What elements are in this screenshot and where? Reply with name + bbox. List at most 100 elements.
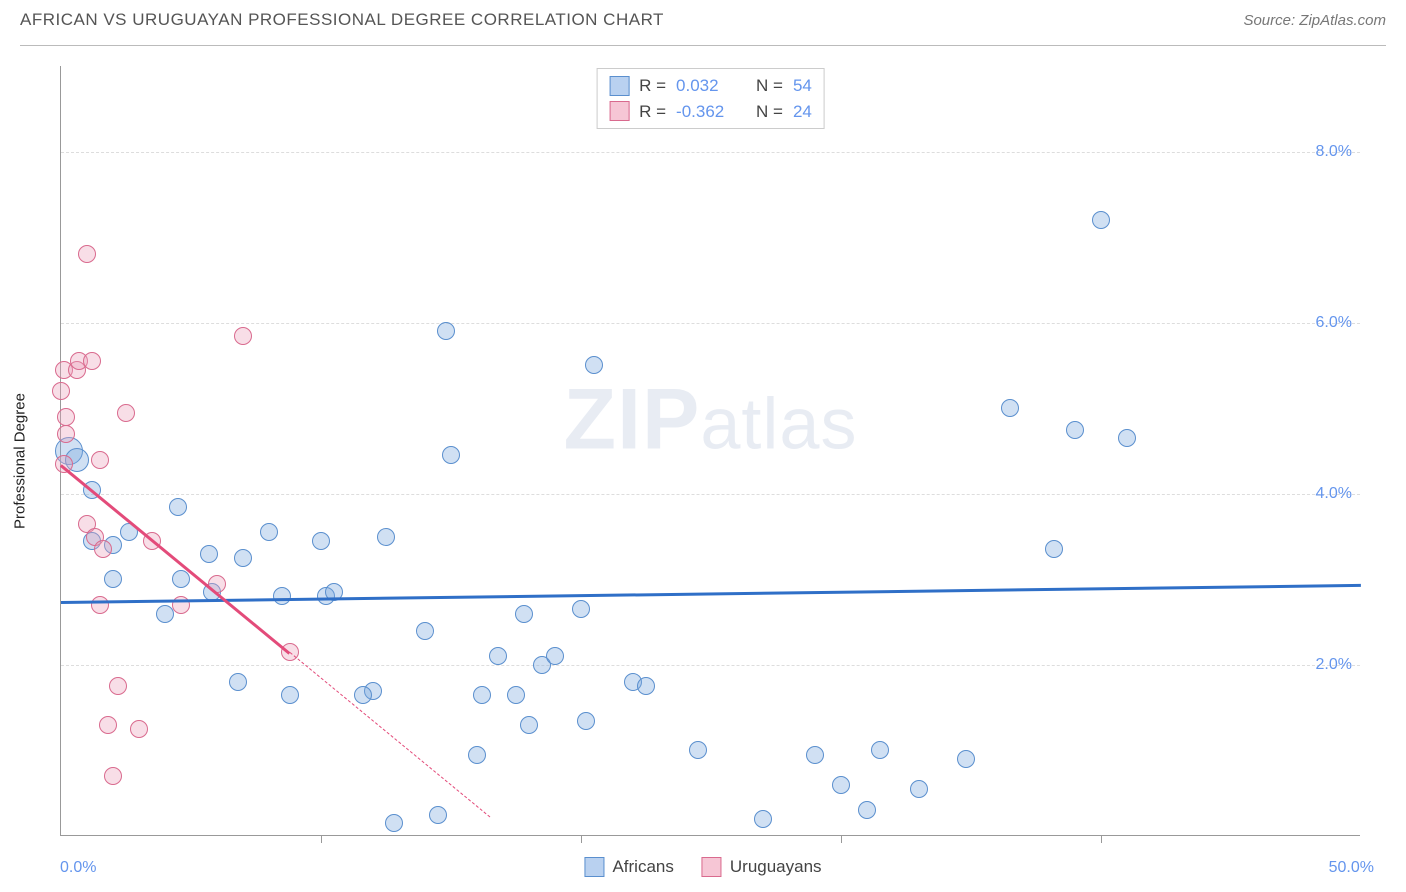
n-label: N = <box>756 73 783 99</box>
data-point <box>754 810 772 828</box>
data-point <box>1092 211 1110 229</box>
data-point <box>858 801 876 819</box>
data-point <box>689 741 707 759</box>
legend-item: Uruguayans <box>702 857 822 877</box>
n-value: 54 <box>793 73 812 99</box>
x-tick <box>321 835 322 843</box>
data-point <box>354 686 372 704</box>
legend-label: Uruguayans <box>730 857 822 877</box>
trend-line <box>61 584 1361 604</box>
data-point <box>52 382 70 400</box>
data-point <box>416 622 434 640</box>
n-label: N = <box>756 99 783 125</box>
trend-line <box>60 464 290 654</box>
data-point <box>109 677 127 695</box>
data-point <box>1045 540 1063 558</box>
gridline-vertical <box>1101 66 1102 835</box>
gridline-vertical <box>321 66 322 835</box>
data-point <box>577 712 595 730</box>
trend-line-extrapolated <box>289 652 490 817</box>
watermark: ZIPatlas <box>564 370 858 469</box>
data-point <box>104 767 122 785</box>
legend-series: Africans Uruguayans <box>584 857 821 877</box>
r-label: R = <box>639 73 666 99</box>
gridline-vertical <box>841 66 842 835</box>
data-point <box>572 600 590 618</box>
data-point <box>832 776 850 794</box>
data-point <box>637 677 655 695</box>
y-tick-label: 8.0% <box>1316 143 1352 161</box>
data-point <box>910 780 928 798</box>
data-point <box>94 540 112 558</box>
data-point <box>489 647 507 665</box>
x-tick <box>841 835 842 843</box>
data-point <box>234 327 252 345</box>
data-point <box>437 322 455 340</box>
data-point <box>1118 429 1136 447</box>
data-point <box>260 523 278 541</box>
data-point <box>473 686 491 704</box>
data-point <box>104 570 122 588</box>
data-point <box>806 746 824 764</box>
n-value: 24 <box>793 99 812 125</box>
data-point <box>273 587 291 605</box>
x-tick <box>581 835 582 843</box>
data-point <box>281 686 299 704</box>
r-label: R = <box>639 99 666 125</box>
x-axis-max-label: 50.0% <box>1329 859 1374 877</box>
data-point <box>546 647 564 665</box>
data-point <box>429 806 447 824</box>
legend-label: Africans <box>612 857 673 877</box>
data-point <box>385 814 403 832</box>
data-point <box>1001 399 1019 417</box>
data-point <box>91 596 109 614</box>
data-point <box>468 746 486 764</box>
data-point <box>871 741 889 759</box>
legend-row: R = -0.362 N = 24 <box>609 99 812 125</box>
data-point <box>442 446 460 464</box>
legend-swatch-icon <box>609 76 629 96</box>
data-point <box>169 498 187 516</box>
legend-correlation: R = 0.032 N = 54 R = -0.362 N = 24 <box>596 68 825 129</box>
data-point <box>1066 421 1084 439</box>
data-point <box>515 605 533 623</box>
data-point <box>200 545 218 563</box>
r-value: -0.362 <box>676 99 746 125</box>
y-tick-label: 4.0% <box>1316 485 1352 503</box>
y-axis-title: Professional Degree <box>12 393 29 529</box>
y-tick-label: 2.0% <box>1316 656 1352 674</box>
data-point <box>312 532 330 550</box>
data-point <box>234 549 252 567</box>
data-point <box>91 451 109 469</box>
data-point <box>377 528 395 546</box>
chart-title: AFRICAN VS URUGUAYAN PROFESSIONAL DEGREE… <box>20 10 664 30</box>
chart-container: Professional Degree ZIPatlas R =0.032N =… <box>20 45 1386 875</box>
data-point <box>520 716 538 734</box>
data-point <box>130 720 148 738</box>
data-point <box>229 673 247 691</box>
legend-swatch-icon <box>702 857 722 877</box>
source-text: Source: ZipAtlas.com <box>1243 12 1386 29</box>
x-tick <box>1101 835 1102 843</box>
data-point <box>57 425 75 443</box>
r-value: 0.032 <box>676 73 746 99</box>
data-point <box>117 404 135 422</box>
gridline-horizontal <box>61 323 1360 324</box>
legend-item: Africans <box>584 857 673 877</box>
plot-area: ZIPatlas R = 0.032 N = 54 R = -0.362 N = 24 2.0… <box>60 66 1360 836</box>
data-point <box>83 352 101 370</box>
data-point <box>507 686 525 704</box>
x-axis-origin-label: 0.0% <box>60 859 96 877</box>
data-point <box>99 716 117 734</box>
data-point <box>585 356 603 374</box>
data-point <box>78 245 96 263</box>
data-point <box>172 570 190 588</box>
gridline-horizontal <box>61 665 1360 666</box>
legend-row: R = 0.032 N = 54 <box>609 73 812 99</box>
data-point <box>957 750 975 768</box>
gridline-horizontal <box>61 494 1360 495</box>
data-point <box>57 408 75 426</box>
legend-swatch-icon <box>584 857 604 877</box>
gridline-horizontal <box>61 152 1360 153</box>
legend-swatch-icon <box>609 101 629 121</box>
